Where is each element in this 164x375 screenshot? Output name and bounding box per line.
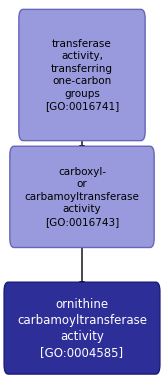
FancyBboxPatch shape xyxy=(10,146,154,248)
Text: ornithine
carbamoyltransferase
activity
[GO:0004585]: ornithine carbamoyltransferase activity … xyxy=(17,298,147,358)
Text: transferase
activity,
transferring
one-carbon
groups
[GO:0016741]: transferase activity, transferring one-c… xyxy=(45,39,119,111)
FancyBboxPatch shape xyxy=(4,282,160,374)
FancyBboxPatch shape xyxy=(19,9,145,141)
Text: carboxyl-
or
carbamoyltransferase
activity
[GO:0016743]: carboxyl- or carbamoyltransferase activi… xyxy=(25,167,139,226)
